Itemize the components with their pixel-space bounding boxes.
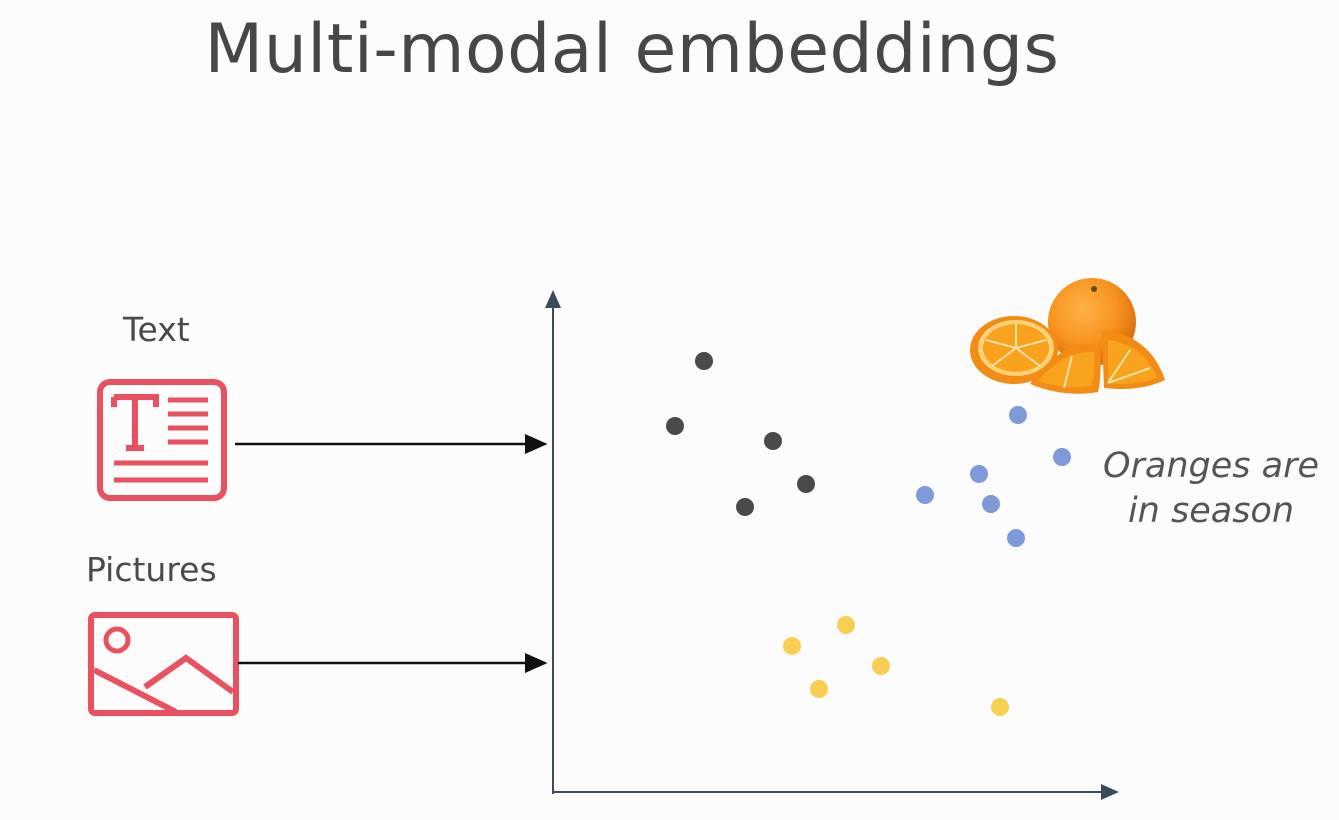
embedding-point: [695, 352, 713, 370]
embedding-point: [837, 616, 855, 634]
embedding-point: [970, 465, 988, 483]
text-document-icon: [97, 379, 227, 501]
embedding-point: [736, 498, 754, 516]
embedding-point: [764, 432, 782, 450]
cluster-yellow: [783, 616, 1009, 716]
embedding-point: [797, 475, 815, 493]
pictures-label: Pictures: [86, 550, 217, 589]
embedding-point: [991, 698, 1009, 716]
embedding-point: [1007, 529, 1025, 547]
text-label: Text: [123, 310, 190, 349]
cluster-blue: [916, 406, 1071, 547]
oranges-image: [970, 278, 1165, 394]
embedding-point: [1009, 406, 1027, 424]
embedding-point: [810, 680, 828, 698]
picture-icon: [88, 612, 239, 716]
embedding-point: [1053, 448, 1071, 466]
embedding-point: [666, 417, 684, 435]
embedding-point: [916, 486, 934, 504]
page-title: Multi-modal embeddings: [204, 10, 1060, 89]
orange-caption: Oranges are in season: [1072, 444, 1339, 534]
embedding-point: [783, 637, 801, 655]
caption-line-1: Oranges are: [1102, 446, 1320, 486]
cluster-dark: [666, 352, 815, 516]
embedding-point: [872, 657, 890, 675]
embedding-point: [982, 495, 1000, 513]
caption-line-2: in season: [1127, 491, 1295, 531]
